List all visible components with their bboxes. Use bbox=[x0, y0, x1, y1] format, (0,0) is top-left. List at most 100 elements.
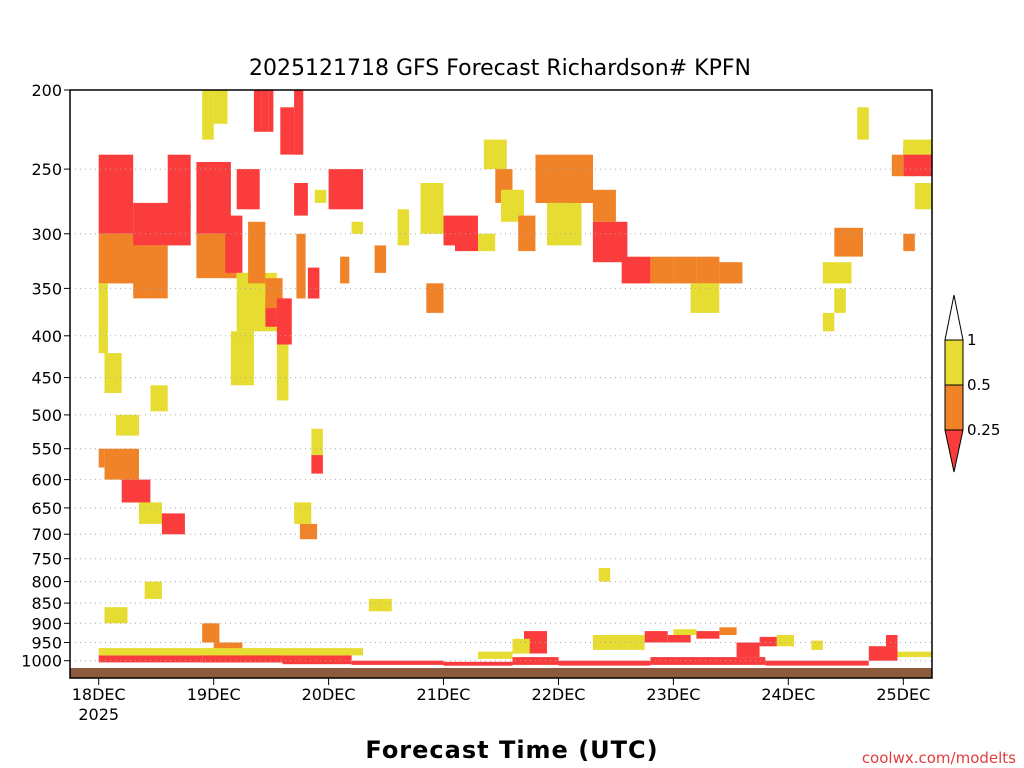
ri-cell-78 bbox=[144, 581, 162, 599]
ri-cell-55 bbox=[822, 262, 852, 284]
y-tick-label-200: 200 bbox=[31, 81, 62, 100]
ri-cell-6 bbox=[167, 154, 191, 210]
ri-cell-25 bbox=[294, 183, 308, 216]
ri-cell-95 bbox=[897, 651, 932, 658]
ri-cell-37 bbox=[455, 233, 478, 252]
ri-cell-17 bbox=[268, 90, 274, 132]
ri-cell-105 bbox=[98, 648, 363, 656]
ri-cell-16 bbox=[261, 90, 269, 132]
ri-cell-28 bbox=[314, 189, 327, 203]
ri-cell-73 bbox=[294, 502, 312, 524]
ri-cell-91 bbox=[776, 635, 794, 647]
ri-cell-46 bbox=[592, 189, 616, 222]
ri-cell-9 bbox=[202, 90, 214, 140]
ri-cell-41 bbox=[501, 189, 524, 222]
ri-cell-19 bbox=[294, 90, 304, 155]
x-axis-label: Forecast Time (UTC) bbox=[365, 736, 658, 764]
ri-cell-87 bbox=[719, 627, 737, 635]
ground-fill bbox=[70, 668, 932, 678]
ri-cell-24 bbox=[276, 344, 289, 401]
ri-cell-10 bbox=[213, 90, 228, 124]
ri-cell-4 bbox=[133, 202, 191, 246]
credit-text: coolwx.com/modelts bbox=[862, 749, 1016, 767]
richardson-cells bbox=[98, 90, 932, 666]
y-tick-label-350: 350 bbox=[31, 279, 62, 298]
x-tick-label-20DEC: 20DEC bbox=[302, 685, 356, 704]
ri-cell-14 bbox=[230, 331, 254, 386]
ri-cell-75 bbox=[368, 598, 392, 612]
y-tick-label-900: 900 bbox=[31, 614, 62, 633]
ri-cell-52 bbox=[719, 262, 743, 284]
x-tick-year-label: 2025 bbox=[78, 705, 119, 724]
ri-cell-66 bbox=[121, 479, 151, 503]
ri-cell-33 bbox=[397, 209, 410, 246]
ri-cell-82 bbox=[512, 638, 530, 654]
y-tick-label-300: 300 bbox=[31, 225, 62, 244]
x-tick-label-18DEC: 18DEC bbox=[72, 685, 126, 704]
y-tick-label-1000: 1000 bbox=[21, 652, 62, 671]
y-tick-label-650: 650 bbox=[31, 499, 62, 518]
ri-cell-100 bbox=[443, 661, 513, 666]
ri-cell-68 bbox=[161, 513, 185, 535]
ri-cell-58 bbox=[857, 107, 869, 140]
y-axis: 200 250 300 350 400 450 500 550 600 650 700 750 800 8… bbox=[21, 81, 70, 671]
legend-swatch-yellow bbox=[944, 339, 964, 386]
y-tick-label-250: 250 bbox=[31, 160, 62, 179]
ri-cell-103 bbox=[650, 657, 766, 665]
ri-cell-7 bbox=[196, 162, 231, 234]
ri-cell-74 bbox=[299, 523, 318, 540]
y-tick-label-400: 400 bbox=[31, 327, 62, 346]
ri-cell-72 bbox=[311, 455, 323, 474]
ri-cell-62 bbox=[903, 233, 915, 252]
ri-cell-47 bbox=[592, 221, 628, 263]
ri-cell-34 bbox=[420, 183, 444, 234]
ri-cell-88 bbox=[673, 629, 697, 635]
ri-cell-84 bbox=[644, 631, 668, 643]
ri-cell-44 bbox=[547, 202, 582, 246]
ground-strip bbox=[70, 668, 932, 678]
ri-cell-48 bbox=[621, 256, 651, 284]
ri-cell-64 bbox=[98, 448, 105, 468]
legend-top-triangle bbox=[944, 294, 964, 341]
ri-cell-0 bbox=[98, 154, 134, 234]
ri-cell-76 bbox=[598, 568, 611, 582]
ri-cell-65 bbox=[104, 448, 139, 480]
chart-title: 2025121718 GFS Forecast Richardson# KPFN bbox=[249, 56, 751, 81]
ri-cell-70 bbox=[150, 385, 168, 412]
ri-cell-102 bbox=[558, 660, 651, 666]
ri-cell-90 bbox=[759, 636, 777, 647]
ri-cell-56 bbox=[834, 288, 846, 313]
ri-cell-63 bbox=[914, 183, 932, 210]
ri-cell-27 bbox=[307, 267, 320, 299]
ri-cell-77 bbox=[104, 607, 128, 624]
ri-cell-1 bbox=[98, 233, 139, 284]
ri-cell-86 bbox=[696, 631, 720, 639]
ri-cell-42 bbox=[518, 215, 536, 252]
ri-cell-89 bbox=[736, 642, 760, 658]
x-tick-label-22DEC: 22DEC bbox=[532, 685, 586, 704]
ri-cell-79 bbox=[202, 623, 220, 643]
ri-cell-83 bbox=[592, 635, 645, 650]
ri-cell-12 bbox=[236, 169, 260, 210]
ri-cell-51 bbox=[696, 256, 720, 284]
ri-cell-57 bbox=[822, 312, 835, 332]
ri-cell-94 bbox=[886, 635, 898, 647]
y-tick-label-600: 600 bbox=[31, 471, 62, 490]
ri-cell-31 bbox=[374, 245, 387, 273]
ri-cell-45 bbox=[570, 154, 593, 203]
ri-cell-61 bbox=[903, 139, 932, 155]
ri-cell-60 bbox=[891, 154, 904, 177]
y-tick-label-800: 800 bbox=[31, 573, 62, 592]
y-tick-label-450: 450 bbox=[31, 369, 62, 388]
ri-cell-54 bbox=[834, 227, 863, 257]
y-tick-label-700: 700 bbox=[31, 525, 62, 544]
ri-cell-21 bbox=[248, 221, 266, 284]
x-tick-label-19DEC: 19DEC bbox=[187, 685, 241, 704]
legend-label-0.25: 0.25 bbox=[967, 421, 1000, 439]
ri-cell-49 bbox=[650, 256, 674, 284]
ri-cell-32 bbox=[351, 221, 364, 234]
ri-cell-18 bbox=[280, 107, 295, 155]
ri-cell-43 bbox=[535, 154, 570, 203]
ri-cell-39 bbox=[483, 139, 507, 170]
x-tick-label-21DEC: 21DEC bbox=[417, 685, 471, 704]
